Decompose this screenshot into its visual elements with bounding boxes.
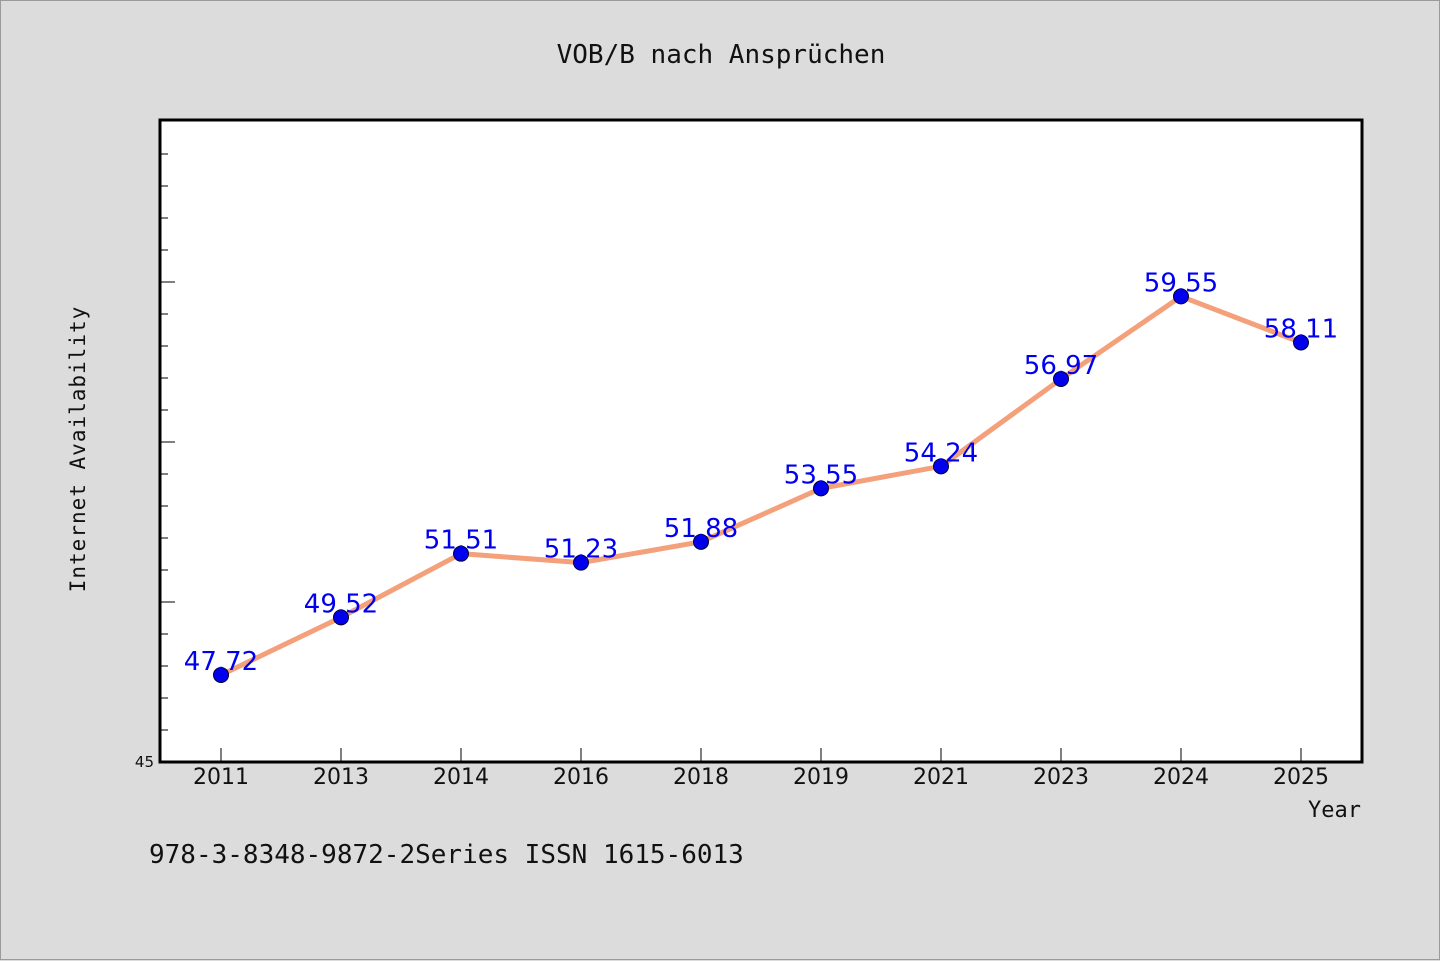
- x-tick-label-2019: 2019: [793, 765, 849, 790]
- data-label-2014: 51.51: [424, 526, 498, 556]
- x-tick-label-2016: 2016: [553, 765, 609, 790]
- series-line: [218, 293, 1304, 678]
- data-label-2018: 51.88: [664, 514, 738, 544]
- data-point-2024: [1173, 288, 1189, 305]
- x-axis-ticks: [220, 748, 1302, 762]
- y-tick-label-45: 45: [135, 753, 154, 771]
- data-point-2019: [813, 480, 829, 497]
- data-point-2016: [573, 554, 589, 571]
- y-axis-label: Internet Availability: [66, 306, 90, 593]
- data-point-2014: [453, 545, 469, 562]
- series-markers: [213, 288, 1309, 683]
- data-labels: 47.72 49.52 51.51 51.23 51.88 53.55 54.24 56.97…: [184, 268, 1338, 677]
- x-tick-label-2013: 2013: [313, 765, 369, 790]
- data-point-2018: [693, 533, 709, 550]
- x-tick-label-2011: 2011: [193, 765, 249, 790]
- x-axis-label: Year: [1308, 798, 1361, 823]
- data-point-2021: [933, 458, 949, 475]
- plot-area: [158, 118, 1364, 764]
- x-tick-label-2014: 2014: [433, 765, 489, 790]
- data-point-2025: [1293, 334, 1309, 351]
- data-label-2013: 49.52: [304, 589, 378, 619]
- data-label-2011: 47.72: [184, 647, 258, 677]
- x-tick-label-2018: 2018: [673, 765, 729, 790]
- data-point-2023: [1053, 370, 1069, 387]
- data-label-2016: 51.23: [544, 535, 618, 565]
- data-label-2021: 54.24: [904, 438, 978, 468]
- x-tick-label-2021: 2021: [913, 765, 969, 790]
- x-tick-label-2024: 2024: [1153, 765, 1209, 790]
- data-label-2024: 59.55: [1144, 268, 1218, 298]
- data-label-2025: 58.11: [1264, 314, 1338, 344]
- x-tick-label-2025: 2025: [1273, 765, 1329, 790]
- chart-title: VOB/B nach Ansprüchen: [557, 40, 886, 70]
- data-point-2011: [213, 666, 229, 683]
- data-label-2023: 56.97: [1024, 351, 1098, 381]
- data-label-2019: 53.55: [784, 460, 858, 490]
- data-point-2013: [333, 609, 349, 626]
- footer-text: 978-3-8348-9872-2Series ISSN 1615-6013: [149, 840, 744, 870]
- x-tick-labels: 2011 2013 2014 2016 2018 2019 2021 2023 2024 2025: [193, 765, 1329, 790]
- x-tick-label-2023: 2023: [1033, 765, 1089, 790]
- y-axis-ticks: [160, 153, 175, 731]
